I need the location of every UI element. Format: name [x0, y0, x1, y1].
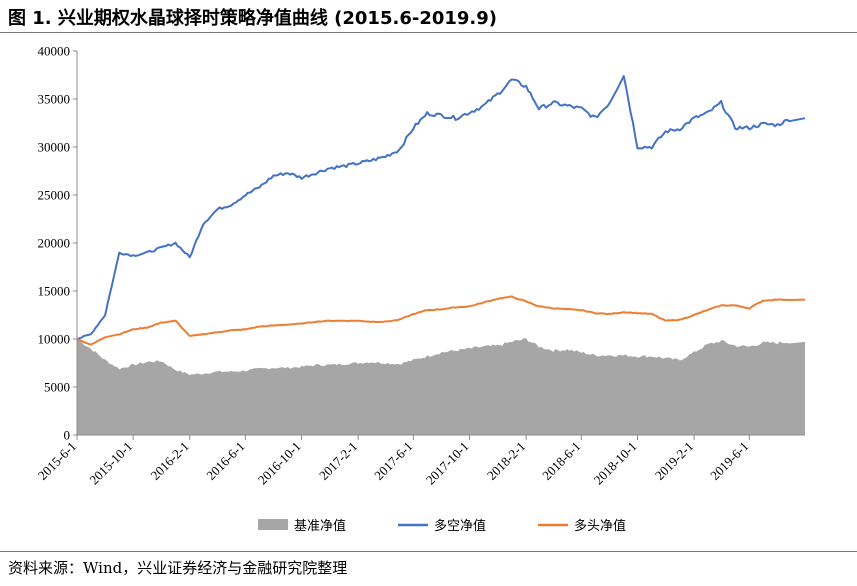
net-value-chart: 0 5000 10000 15000 20000 25000 30000 35000 40000… [35, 44, 806, 534]
x-tick-label: 2016-6-1 [203, 439, 247, 483]
legend-label: 多空净值 [434, 518, 486, 534]
series-line-long-only [76, 295, 806, 346]
series-area-benchmark [77, 338, 805, 435]
series-line-long-short [76, 75, 806, 340]
x-tick-label: 2015-10-1 [86, 439, 135, 488]
y-tick-label: 10000 [38, 332, 71, 347]
y-tick-label: 40000 [38, 44, 71, 59]
figure-title: 图 1. 兴业期权水晶球择时策略净值曲线 (2015.6-2019.9) [8, 8, 498, 29]
x-tick-label: 2018-10-1 [591, 439, 640, 488]
y-tick-label: 15000 [38, 284, 71, 299]
x-tick-label: 2015-6-1 [35, 439, 79, 483]
legend-label: 多头净值 [574, 518, 626, 534]
x-tick-label: 2019-2-1 [652, 439, 696, 483]
legend-label: 基准净值 [294, 518, 346, 534]
plot-area [76, 75, 806, 435]
y-tick-label: 30000 [38, 140, 71, 155]
x-tick-label: 2017-6-1 [371, 439, 415, 483]
x-tick-label: 2019-6-1 [707, 439, 751, 483]
x-tick-label: 2016-10-1 [255, 439, 304, 488]
y-tick-label: 0 [64, 428, 71, 443]
top-rule [0, 32, 857, 33]
y-tick-label: 25000 [38, 188, 71, 203]
bottom-rule [0, 551, 857, 552]
source-note: 资料来源：Wind，兴业证券经济与金融研究院整理 [8, 559, 348, 577]
y-tick-label: 5000 [44, 380, 70, 395]
x-tick-label: 2018-6-1 [539, 439, 583, 483]
chart-legend: 基准净值 多空净值 多头净值 [258, 518, 626, 534]
x-tick-label: 2017-10-1 [423, 439, 472, 488]
y-tick-label: 20000 [38, 236, 71, 251]
x-tick-label: 2017-2-1 [316, 439, 360, 483]
x-tick-label: 2018-2-1 [484, 439, 528, 483]
y-tick-label: 35000 [38, 92, 71, 107]
x-tick-label: 2016-2-1 [148, 439, 192, 483]
legend-swatch-benchmark [258, 519, 288, 530]
